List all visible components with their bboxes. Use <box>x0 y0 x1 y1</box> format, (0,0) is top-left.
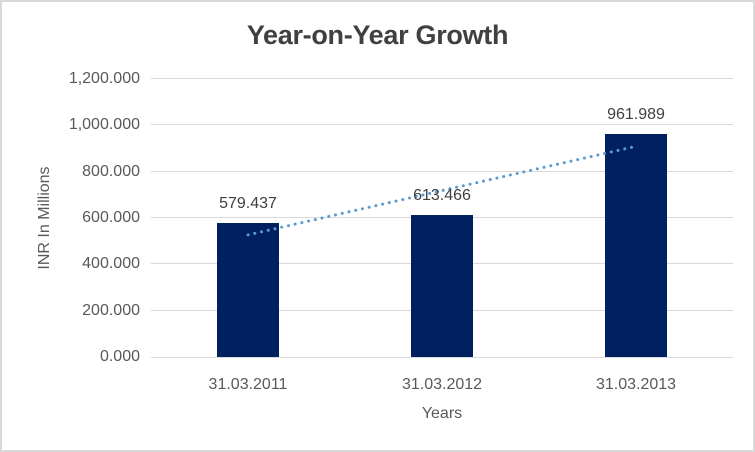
bar-data-label: 613.466 <box>413 187 471 204</box>
gridline <box>151 124 733 125</box>
y-axis-tick-label: 800.000 <box>82 162 140 180</box>
chart-title: Year-on-Year Growth <box>246 20 509 50</box>
trendline-dotted-line <box>246 144 638 237</box>
x-axis-category-label: 31.03.2013 <box>595 376 677 393</box>
y-axis-tick-label: 1,200.000 <box>68 70 140 87</box>
bar-data-label: 579.437 <box>219 195 277 212</box>
gridline <box>151 78 733 79</box>
trendline <box>246 144 638 237</box>
y-axis-tick-label: 0.000 <box>99 348 140 365</box>
y-axis-tick-label: 600.000 <box>82 209 140 226</box>
x-axis-title: Years <box>421 405 463 422</box>
bar-31.03.2011 <box>217 223 279 357</box>
gridline <box>151 171 733 172</box>
bar-31.03.2013 <box>605 134 667 357</box>
bar-data-label: 961.989 <box>607 106 665 123</box>
gridline <box>151 357 733 358</box>
plot-area: 579.437 613.466 961.989 <box>151 78 733 358</box>
x-axis-category-label: 31.03.2011 <box>208 376 288 393</box>
y-axis-tick-label: 400.000 <box>82 255 140 273</box>
y-axis-tick-label: 1,000.000 <box>68 116 140 134</box>
x-axis-category-label: 31.03.2012 <box>401 376 483 393</box>
y-axis-tick-label: 200.000 <box>82 301 140 319</box>
bar-31.03.2012 <box>411 215 473 357</box>
